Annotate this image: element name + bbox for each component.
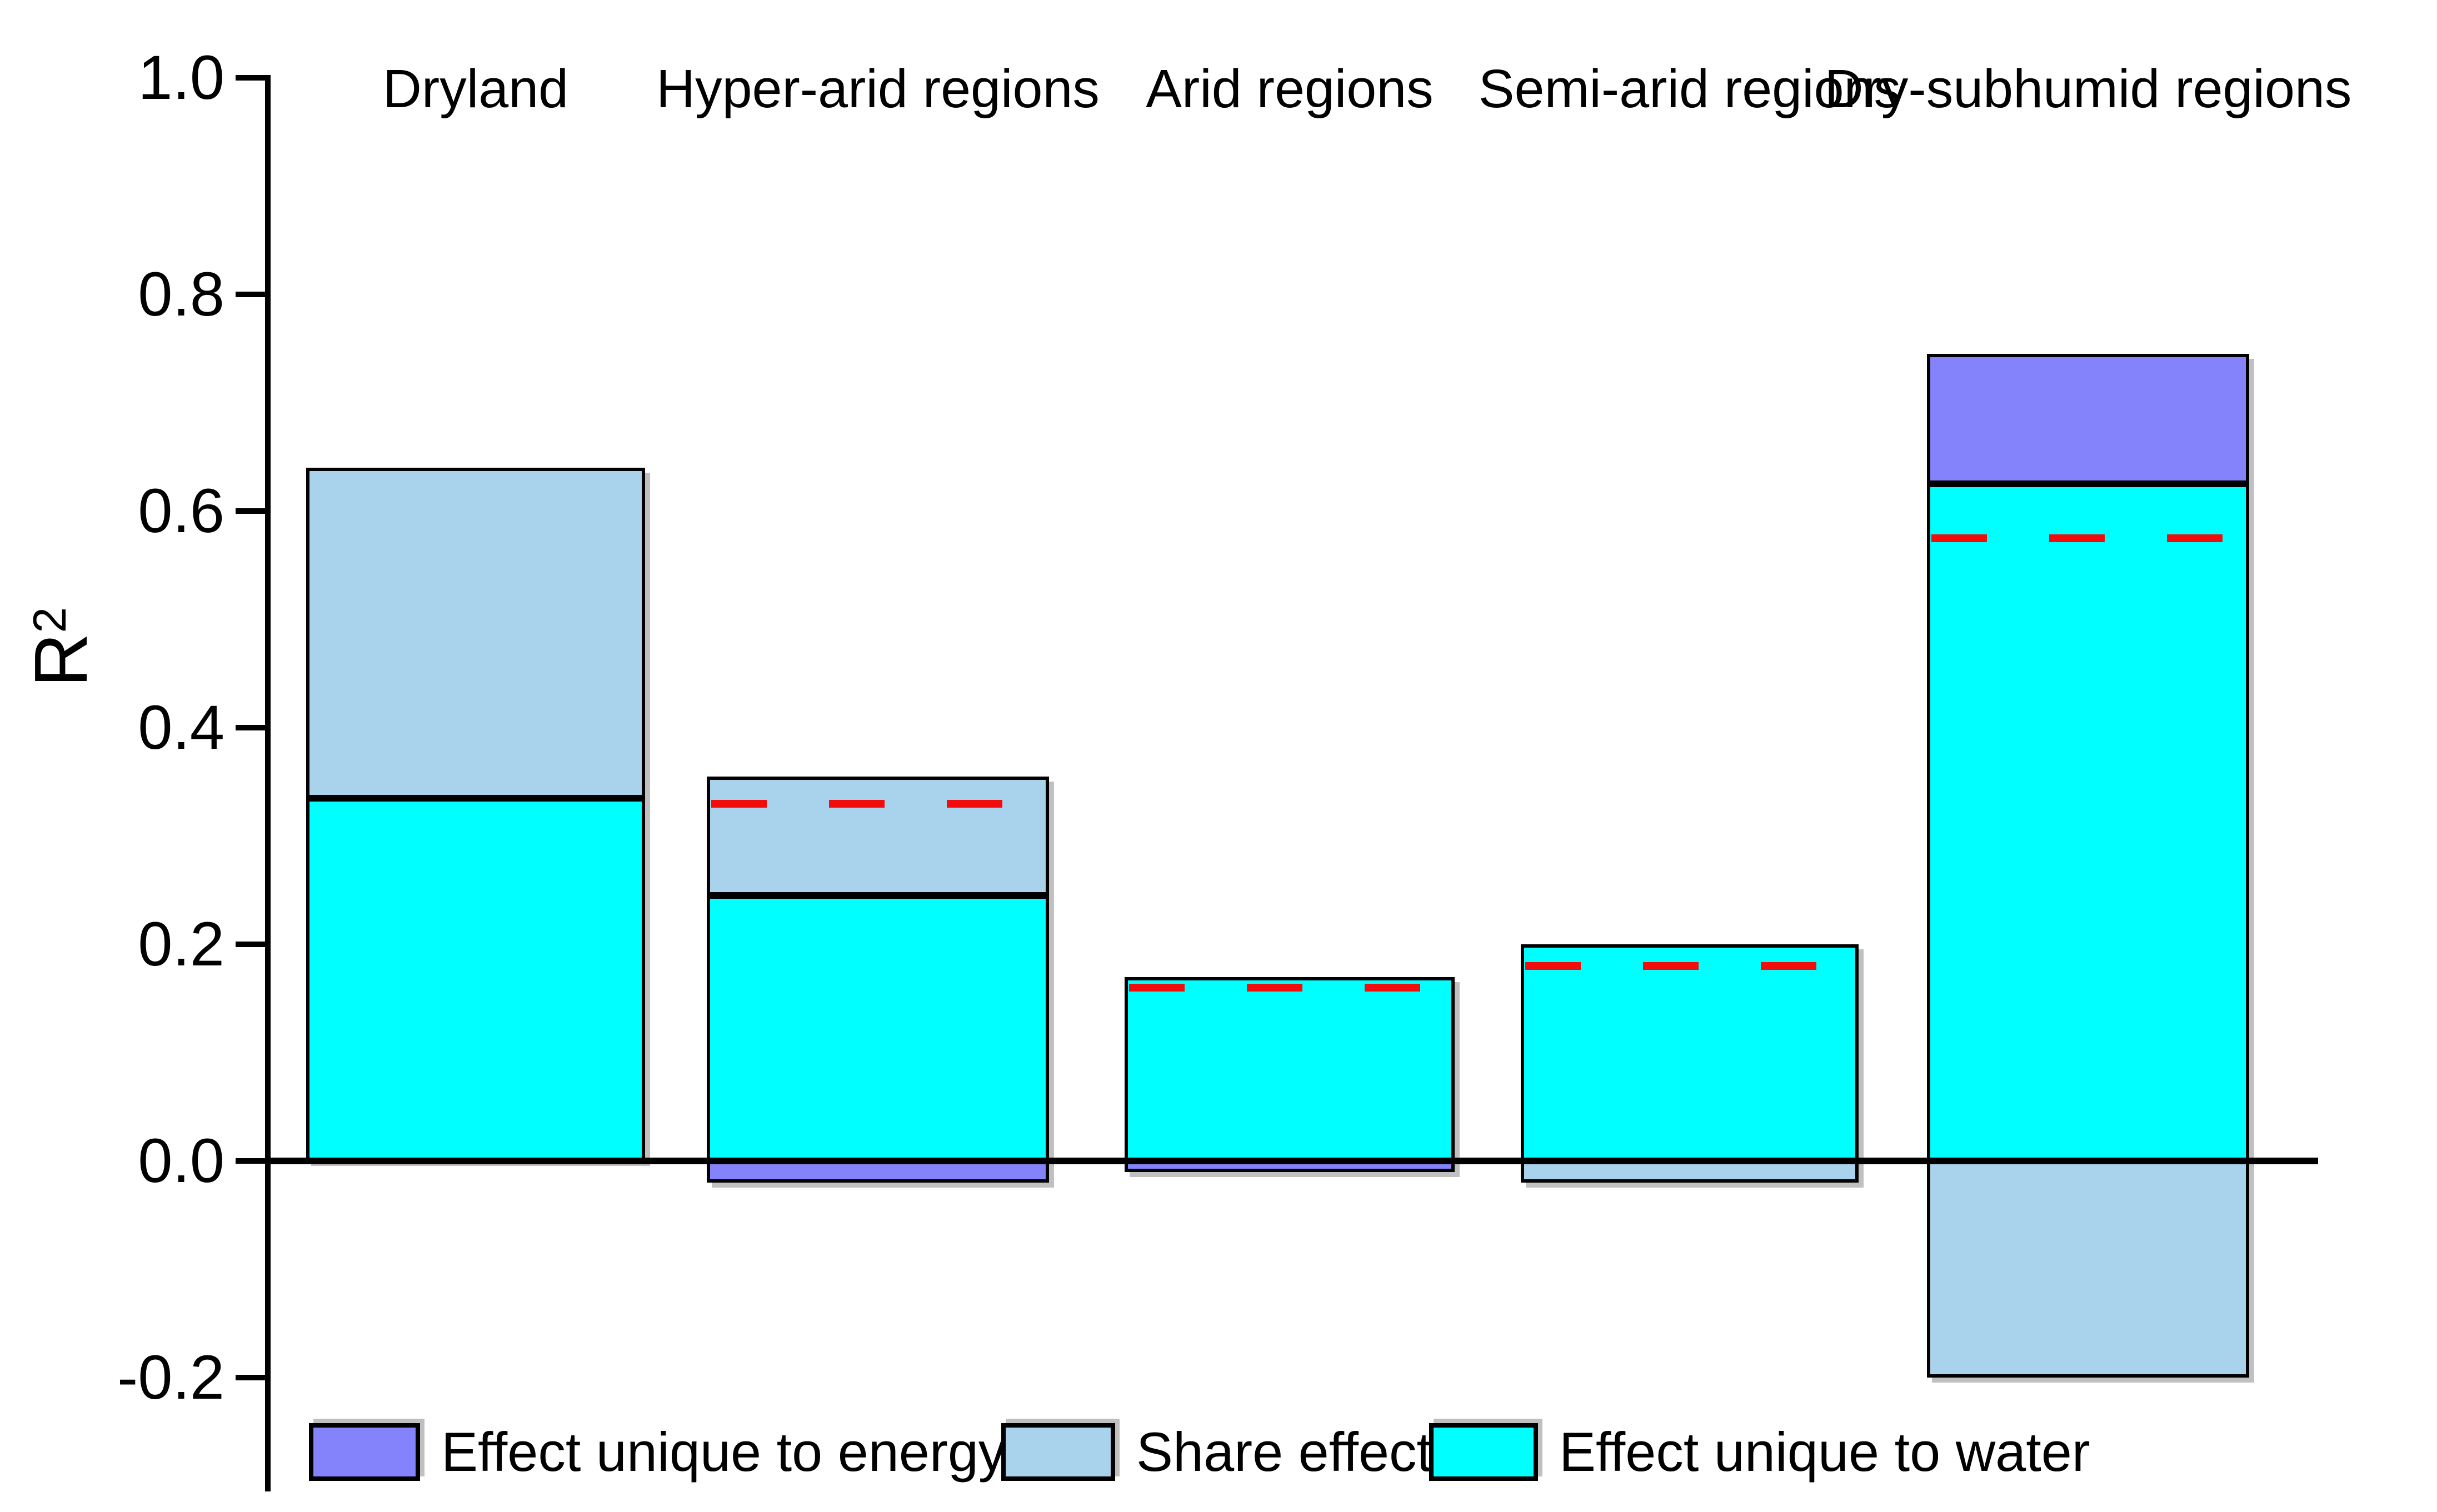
y-tick-line-0.4	[236, 725, 268, 730]
category-label-dryland: Dryland	[382, 58, 569, 119]
x-axis-zero-line	[268, 1158, 2318, 1164]
y-tick-label-0.8: 0.8	[138, 259, 224, 329]
bar-segment-water-dryland	[306, 798, 645, 1161]
bar-segment-share-dryland	[306, 468, 645, 798]
dashed-reference-line-semi-arid-regions	[1525, 962, 1854, 970]
y-tick-label--0.2: -0.2	[117, 1343, 224, 1412]
y-tick-line-0.6	[236, 508, 268, 514]
bar-segment-share-dry-subhumid-regions	[1927, 1161, 2249, 1378]
y-tick-label-0.0: 0.0	[138, 1126, 224, 1195]
legend-label-share: Share effect	[1136, 1421, 1432, 1483]
y-tick-line--0.2	[236, 1375, 268, 1380]
y-tick-label-0.6: 0.6	[138, 476, 224, 545]
dashed-reference-line-hyper-arid-regions	[711, 799, 1045, 808]
y-tick-label-0.4: 0.4	[138, 693, 224, 762]
y-tick-line-0.2	[236, 942, 268, 947]
y-tick-line-0.0	[236, 1158, 268, 1164]
bar-segment-water-dry-subhumid-regions	[1927, 484, 2249, 1161]
y-tick-label-1.0: 1.0	[138, 43, 224, 112]
dashed-reference-line-dry-subhumid-regions	[1931, 534, 2245, 542]
y-axis-title-superscript: 2	[23, 607, 76, 633]
bar-segment-water-semi-arid-regions	[1521, 944, 1859, 1161]
legend-label-energy: Effect unique to energy	[441, 1421, 1006, 1483]
y-axis-line	[265, 75, 271, 1491]
legend-label-water: Effect unique to water	[1559, 1421, 2090, 1483]
category-label-dry-subhumid-regions: Dry-subhumid regions	[1824, 58, 2352, 119]
y-tick-label-0.2: 0.2	[138, 909, 224, 979]
y-tick-line-1.0	[236, 75, 268, 81]
bar-segment-share-hyper-arid-regions	[707, 776, 1049, 896]
dashed-reference-line-arid-regions	[1129, 984, 1450, 992]
bar-segment-water-hyper-arid-regions	[707, 895, 1049, 1161]
legend-swatch-energy	[309, 1423, 420, 1481]
legend-swatch-water	[1429, 1423, 1538, 1481]
legend-swatch-share	[1001, 1423, 1115, 1481]
y-tick-line-0.8	[236, 292, 268, 297]
category-label-semi-arid-regions: Semi-arid regions	[1478, 58, 1901, 119]
bar-segment-energy-dry-subhumid-regions	[1927, 354, 2249, 484]
category-label-arid-regions: Arid regions	[1146, 58, 1434, 119]
category-label-hyper-arid-regions: Hyper-arid regions	[656, 58, 1100, 119]
y-axis-title-base: R	[19, 633, 103, 688]
bar-segment-water-arid-regions	[1125, 977, 1455, 1161]
